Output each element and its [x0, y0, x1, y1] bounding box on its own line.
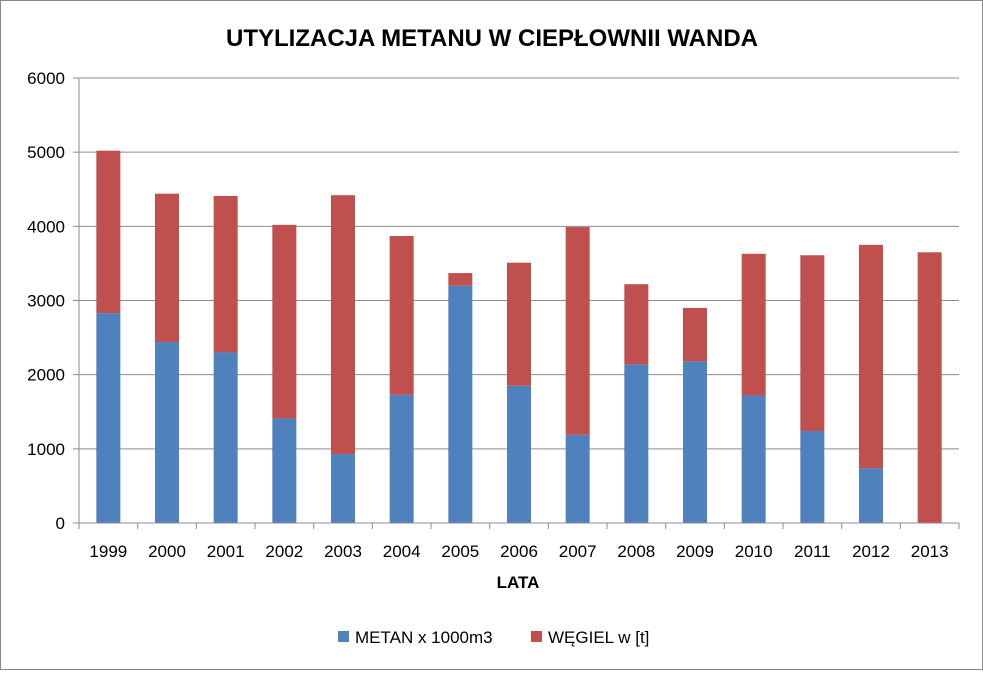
- bar-wegiel-2013: [917, 252, 942, 523]
- bar-metan-2003: [331, 454, 355, 523]
- bar-metan-2002: [272, 418, 297, 523]
- x-tick-label: 2005: [441, 542, 479, 561]
- bar-wegiel-2003: [331, 195, 355, 455]
- bar-wegiel-2002: [272, 224, 297, 419]
- bar-metan-2005: [448, 285, 473, 523]
- x-tick-label: 2006: [500, 542, 538, 561]
- x-tick-label: 2007: [559, 542, 597, 561]
- bar-wegiel-2004: [389, 235, 414, 395]
- bar-wegiel-2001: [213, 195, 238, 353]
- bar-metan-2000: [155, 342, 179, 523]
- bar-wegiel-2007: [565, 227, 590, 435]
- y-tick-label: 2000: [27, 366, 65, 385]
- bar-wegiel-2011: [800, 255, 825, 432]
- x-tick-label: 2002: [265, 542, 303, 561]
- bar-wegiel-2009: [683, 307, 707, 362]
- y-tick-label: 3000: [27, 292, 65, 311]
- bars: [96, 150, 942, 523]
- y-tick-label: 5000: [27, 143, 65, 162]
- bar-wegiel-2005: [448, 273, 473, 286]
- legend: METAN x 1000m3 WĘGIEL w [t]: [338, 628, 649, 647]
- bar-metan-2009: [683, 361, 707, 523]
- legend-label-metan: METAN x 1000m3: [355, 628, 493, 647]
- bar-wegiel-2010: [741, 253, 766, 396]
- bar-metan-2006: [507, 385, 531, 523]
- bar-metan-2010: [741, 395, 766, 523]
- y-tick-label: 6000: [27, 69, 65, 88]
- y-tick-label: 4000: [27, 217, 65, 236]
- y-tick-label: 0: [56, 514, 65, 533]
- y-axis-ticks: 0 1000 2000 3000 4000 5000 6000: [27, 69, 79, 533]
- bar-metan-2008: [624, 364, 649, 523]
- bar-wegiel-1999: [96, 150, 121, 314]
- bar-metan-2004: [389, 394, 414, 523]
- x-tick-label: 2003: [324, 542, 362, 561]
- bar-metan-1999: [96, 313, 121, 523]
- x-axis-ticks: 1999 2000 2001 2002 2003 2004 2005 2006 2007 2008…: [78, 523, 960, 561]
- bar-wegiel-2008: [624, 284, 649, 365]
- bar-wegiel-2000: [155, 193, 179, 343]
- x-tick-label: 2001: [207, 542, 245, 561]
- x-tick-label: 2010: [735, 542, 773, 561]
- bar-metan-2001: [213, 352, 238, 523]
- legend-swatch-metan: [338, 631, 349, 642]
- bar-wegiel-2006: [507, 262, 531, 386]
- chart-title: UTYLIZACJA METANU W CIEPŁOWNII WANDA: [226, 25, 758, 52]
- x-tick-label: 2009: [676, 542, 714, 561]
- bar-wegiel-2012: [859, 244, 883, 469]
- x-tick-label: 2013: [911, 542, 949, 561]
- bar-metan-2011: [800, 431, 825, 523]
- legend-swatch-wegiel: [531, 631, 542, 642]
- bar-metan-2012: [859, 468, 883, 523]
- x-tick-label: 2004: [383, 542, 421, 561]
- x-tick-label: 2012: [852, 542, 890, 561]
- bar-metan-2007: [565, 434, 590, 523]
- x-tick-label: 1999: [89, 542, 127, 561]
- y-tick-label: 1000: [27, 440, 65, 459]
- legend-label-wegiel: WĘGIEL w [t]: [548, 628, 649, 647]
- x-tick-label: 2011: [794, 542, 831, 561]
- x-tick-label: 2008: [617, 542, 655, 561]
- x-axis-title: LATA: [497, 573, 540, 592]
- x-tick-label: 2000: [148, 542, 186, 561]
